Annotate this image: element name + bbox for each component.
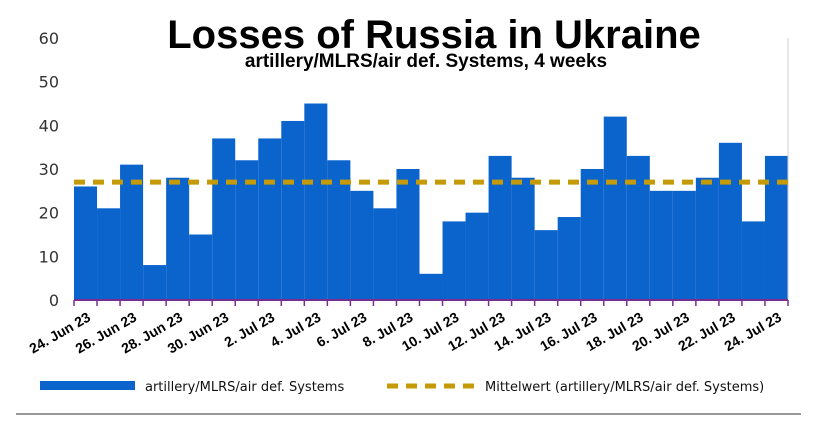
legend: artillery/MLRS/air def. Systems Mittelwe… (40, 380, 764, 395)
bar (580, 169, 604, 300)
x-tick-label: 4. Jul 23 (267, 309, 323, 351)
x-tick-label: 2. Jul 23 (221, 309, 277, 351)
bar (373, 208, 397, 300)
bar (442, 221, 466, 300)
y-tick-label: 60 (39, 29, 59, 48)
bar (718, 142, 742, 300)
bar (258, 138, 282, 300)
bar (212, 138, 236, 300)
y-tick-label: 20 (39, 204, 59, 223)
bar (603, 116, 627, 300)
bar (419, 273, 443, 300)
bar (534, 230, 558, 300)
bar (120, 164, 144, 300)
x-tick-label: 6. Jul 23 (314, 309, 370, 351)
bar (511, 177, 535, 300)
y-tick-label: 0 (49, 291, 59, 310)
chart-subtitle: artillery/MLRS/air def. Systems, 4 weeks (245, 51, 607, 72)
bar (396, 169, 420, 300)
legend-label-bars: artillery/MLRS/air def. Systems (145, 380, 344, 395)
y-tick-label: 30 (39, 160, 59, 179)
chart-title: Losses of Russia in Ukraine (167, 13, 701, 57)
bar (764, 155, 788, 300)
bar (350, 190, 374, 300)
bar (143, 265, 167, 300)
y-tick-label: 40 (39, 116, 59, 135)
bar (557, 217, 581, 300)
y-tick-label: 10 (39, 247, 59, 266)
bar (488, 155, 512, 300)
bar (695, 177, 719, 300)
bar (649, 190, 673, 300)
bar (74, 186, 98, 300)
bar (465, 212, 489, 300)
bar (235, 160, 259, 300)
bar (741, 221, 765, 300)
bar (189, 234, 213, 300)
bar (281, 120, 305, 300)
bar (166, 177, 190, 300)
legend-swatch-bars (40, 381, 135, 390)
y-tick-label: 50 (39, 73, 59, 92)
bar (97, 208, 121, 300)
bar (626, 155, 650, 300)
bar (672, 190, 696, 300)
bar (304, 103, 328, 300)
bar (327, 160, 351, 300)
legend-label-average: Mittelwert (artillery/MLRS/air def. Syst… (485, 380, 764, 395)
